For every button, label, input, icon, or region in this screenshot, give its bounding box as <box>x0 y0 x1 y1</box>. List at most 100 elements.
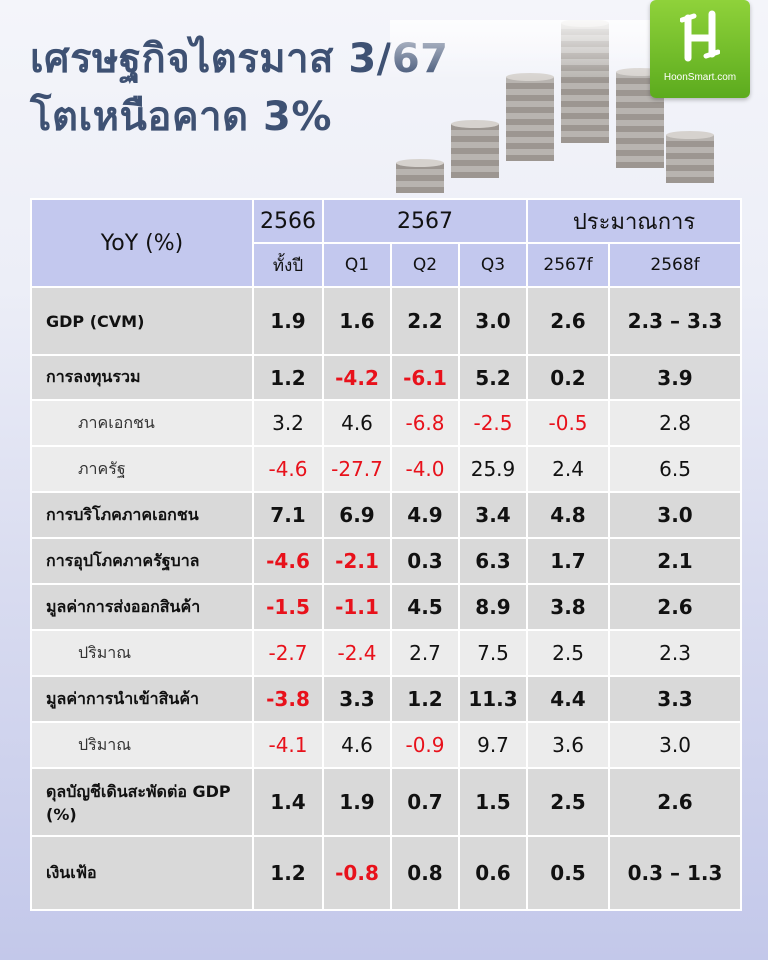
table-cell: 2.3 <box>608 629 743 677</box>
table-cell: -1.5 <box>252 583 324 631</box>
table-cell: -2.7 <box>252 629 324 677</box>
group-header-2566: 2566 <box>252 198 324 244</box>
table-cell: -6.1 <box>390 354 460 401</box>
table-cell: 6.9 <box>322 491 392 539</box>
table-cell: 3.0 <box>457 286 529 356</box>
table-row: เงินเฟ้อ 1.2 -0.8 0.8 0.6 0.5 0.3 – 1.3 <box>30 835 743 911</box>
coin-top <box>396 159 444 167</box>
table-row: ภาครัฐ -4.6 -27.7 -4.0 25.9 2.4 6.5 <box>30 445 743 493</box>
table-cell: 5.2 <box>457 354 529 401</box>
yoy-corner-header: YoY (%) <box>30 198 254 288</box>
table-cell: 2.1 <box>608 537 743 585</box>
coin <box>616 114 664 120</box>
table-cell: -0.5 <box>526 399 611 447</box>
row-label: ปริมาณ <box>30 721 254 769</box>
table-row: ภาคเอกชน 3.2 4.6 -6.8 -2.5 -0.5 2.8 <box>30 399 743 447</box>
table-cell: -3.8 <box>252 675 324 723</box>
row-label: ภาครัฐ <box>30 445 254 493</box>
coin <box>506 89 554 95</box>
table-cell: -1.1 <box>322 583 392 631</box>
table-cell: 1.2 <box>252 835 324 911</box>
coin <box>616 144 664 150</box>
coin <box>506 125 554 131</box>
coin <box>561 83 609 89</box>
coin <box>616 102 664 108</box>
table-cell: 0.3 <box>390 537 460 585</box>
coin <box>616 78 664 84</box>
table-row: ปริมาณ -4.1 4.6 -0.9 9.7 3.6 3.0 <box>30 721 743 769</box>
hoonsmart-logo[interactable]: HoonSmart.com <box>650 0 750 98</box>
table-cell: 3.3 <box>608 675 743 723</box>
coin <box>506 95 554 101</box>
table-cell: 0.6 <box>457 835 529 911</box>
row-label: มูลค่าการส่งออกสินค้า <box>30 583 254 631</box>
table-cell: 2.6 <box>608 767 743 837</box>
coin <box>451 136 499 142</box>
table-cell: 2.2 <box>390 286 460 356</box>
col-header-q1: Q1 <box>322 242 392 288</box>
col-header-q2: Q2 <box>390 242 460 288</box>
table-cell: 2.6 <box>526 286 611 356</box>
coin <box>506 107 554 113</box>
coin <box>506 149 554 155</box>
coin <box>506 119 554 125</box>
table-row: การอุปโภคภาครัฐบาล -4.6 -2.1 0.3 6.3 1.7 2.1 <box>30 537 743 585</box>
coin <box>561 137 609 143</box>
table-cell: 2.7 <box>390 629 460 677</box>
table-cell: 8.9 <box>457 583 529 631</box>
coin <box>451 130 499 136</box>
table-cell: -4.6 <box>252 445 324 493</box>
coin <box>561 101 609 107</box>
coin-top <box>451 120 499 128</box>
coin <box>666 177 714 183</box>
table-cell: -4.2 <box>322 354 392 401</box>
coin <box>561 125 609 131</box>
row-label: การอุปโภคภาครัฐบาล <box>30 537 254 585</box>
table-cell: 9.7 <box>457 721 529 769</box>
row-label: ภาคเอกชน <box>30 399 254 447</box>
coin <box>666 141 714 147</box>
group-header-forecast: ประมาณการ <box>526 198 743 244</box>
table-cell: -4.0 <box>390 445 460 493</box>
table-cell: 0.8 <box>390 835 460 911</box>
coin <box>666 159 714 165</box>
coin <box>396 175 444 181</box>
table-cell: -2.5 <box>457 399 529 447</box>
title-line-2: โตเหนือคาด 3% <box>30 94 332 140</box>
coin <box>451 172 499 178</box>
coin <box>616 132 664 138</box>
table-cell: -2.4 <box>322 629 392 677</box>
table-cell: 7.1 <box>252 491 324 539</box>
coin <box>506 101 554 107</box>
table-cell: 4.6 <box>322 399 392 447</box>
coin <box>451 166 499 172</box>
table-row: ดุลบัญชีเดินสะพัดต่อ GDP (%) 1.4 1.9 0.7 1.5… <box>30 767 743 837</box>
coin <box>616 156 664 162</box>
coin <box>616 162 664 168</box>
table-cell: 4.9 <box>390 491 460 539</box>
coin <box>616 90 664 96</box>
table-cell: 0.2 <box>526 354 611 401</box>
coin <box>561 119 609 125</box>
table-cell: 2.5 <box>526 767 611 837</box>
coin <box>506 83 554 89</box>
coin <box>561 131 609 137</box>
coin <box>451 148 499 154</box>
coin <box>616 150 664 156</box>
coin <box>666 171 714 177</box>
table-cell: -2.1 <box>322 537 392 585</box>
coin <box>506 137 554 143</box>
table-cell: 2.6 <box>608 583 743 631</box>
coin <box>666 165 714 171</box>
table-cell: -4.1 <box>252 721 324 769</box>
table-cell: 1.9 <box>252 286 324 356</box>
table-cell: 1.4 <box>252 767 324 837</box>
coin <box>506 143 554 149</box>
logo-text: HoonSmart.com <box>663 72 737 83</box>
table-cell: 1.6 <box>322 286 392 356</box>
coin <box>616 120 664 126</box>
group-header-2567: 2567 <box>321 198 529 244</box>
table-cell: 1.5 <box>457 767 529 837</box>
table-cell: 0.3 – 1.3 <box>608 835 743 911</box>
row-label: ปริมาณ <box>30 629 254 677</box>
